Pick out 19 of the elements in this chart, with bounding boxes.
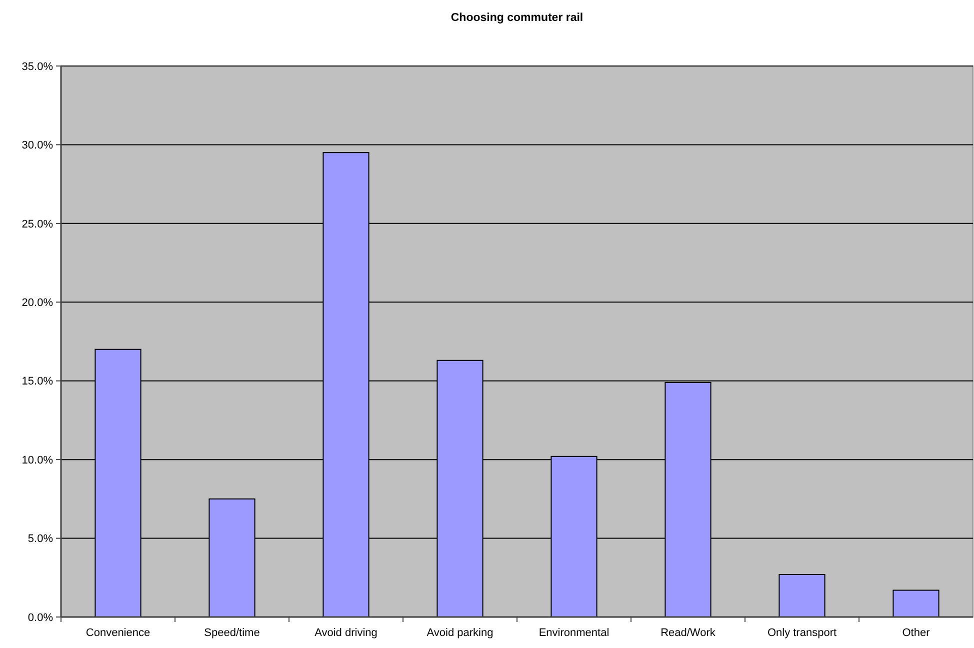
y-tick-label: 25.0% (22, 218, 54, 230)
y-tick-label: 5.0% (28, 533, 54, 546)
x-tick-label: Convenience (86, 627, 150, 639)
x-tick-label: Read/Work (660, 627, 716, 639)
x-tick-label: Other (902, 627, 930, 639)
bar (892, 590, 940, 618)
bar (778, 574, 826, 618)
chart-title: Choosing commuter rail (450, 12, 584, 24)
x-tick-label: Only transport (767, 627, 837, 639)
x-tick-label: Avoid driving (314, 627, 378, 639)
y-tick-label: 0.0% (28, 612, 54, 624)
y-tick-label: 10.0% (22, 454, 54, 466)
y-tick-label: 35.0% (22, 60, 54, 73)
x-tick-label: Environmental (538, 627, 610, 639)
y-tick-label: 30.0% (22, 140, 54, 152)
y-tick-label: 15.0% (22, 376, 54, 388)
x-tick-label: Speed/time (204, 627, 260, 639)
y-tick-label: 20.0% (22, 296, 54, 309)
x-tick-label: Avoid parking (426, 627, 494, 639)
